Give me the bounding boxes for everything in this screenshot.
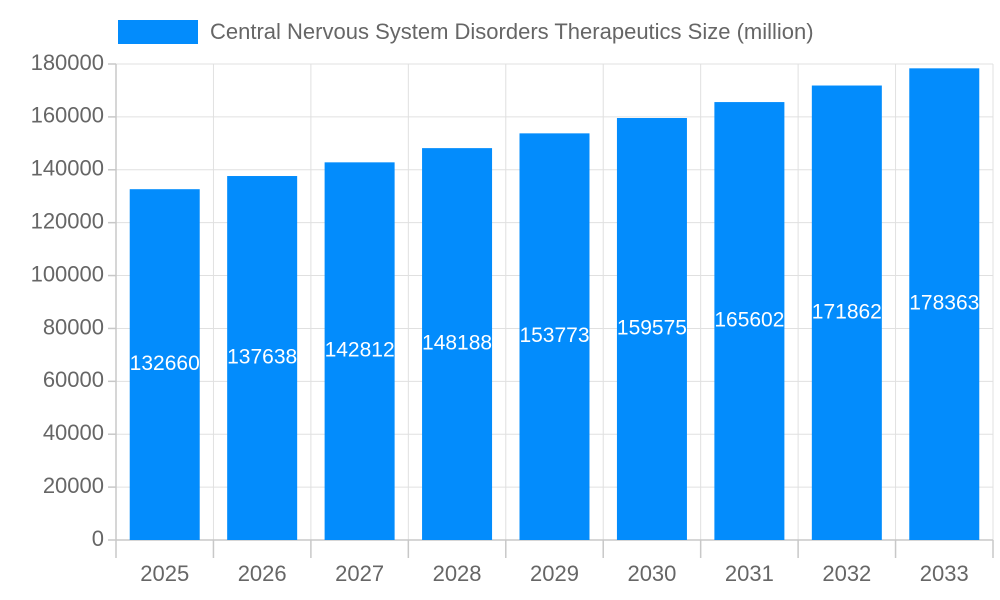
y-tick-label: 20000 [43, 473, 104, 498]
bar [714, 102, 785, 541]
x-tick-label: 2032 [822, 561, 871, 586]
y-tick-label: 160000 [31, 103, 104, 128]
y-tick-label: 60000 [43, 367, 104, 392]
value-label: 171862 [812, 300, 882, 323]
value-label: 148188 [422, 332, 492, 355]
value-label: 142812 [325, 339, 395, 362]
bar [616, 118, 687, 540]
y-tick-label: 180000 [31, 50, 104, 75]
value-label: 159575 [617, 317, 687, 340]
value-label: 137638 [227, 346, 297, 369]
x-tick-label: 2031 [725, 561, 774, 586]
y-tick-label: 0 [92, 526, 104, 551]
bar [324, 162, 395, 540]
x-tick-label: 2028 [433, 561, 482, 586]
x-tick-label: 2029 [530, 561, 579, 586]
y-tick-label: 100000 [31, 261, 104, 286]
bar [227, 176, 298, 540]
x-tick-label: 2027 [335, 561, 384, 586]
y-tick-label: 140000 [31, 156, 104, 181]
value-label: 132660 [130, 352, 200, 375]
value-label: 178363 [909, 292, 979, 315]
x-tick-label: 2030 [627, 561, 676, 586]
bar [811, 85, 882, 540]
y-tick-label: 80000 [43, 314, 104, 339]
x-tick-label: 2026 [238, 561, 287, 586]
x-tick-label: 2025 [140, 561, 189, 586]
y-tick-label: 120000 [31, 208, 104, 233]
bar [519, 133, 590, 541]
value-label: 153773 [519, 324, 589, 347]
legend-label: Central Nervous System Disorders Therape… [210, 19, 814, 44]
bar [422, 148, 493, 540]
x-tick-label: 2033 [920, 561, 969, 586]
y-tick-label: 40000 [43, 420, 104, 445]
bar [129, 189, 200, 541]
legend-swatch [118, 20, 198, 44]
value-label: 165602 [714, 309, 784, 332]
bar [909, 68, 980, 541]
